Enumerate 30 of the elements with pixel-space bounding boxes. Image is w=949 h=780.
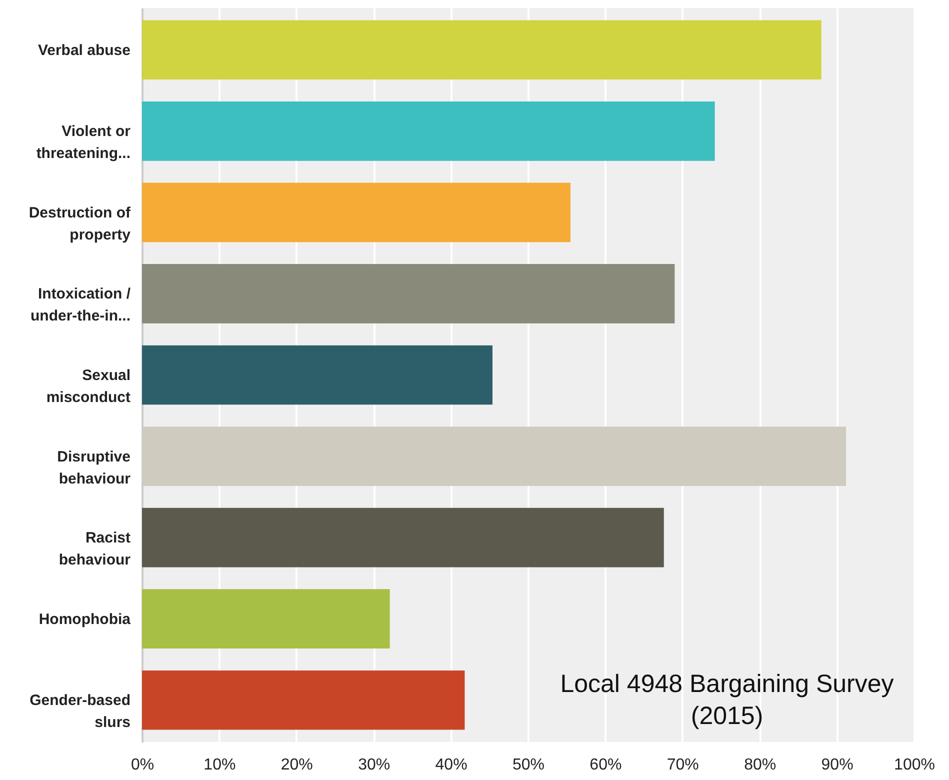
y-tick-label: Destruction of property: [28, 204, 132, 244]
x-tick-label: 70%: [666, 756, 699, 774]
x-tick-label: 20%: [280, 756, 313, 774]
bar: [142, 589, 390, 649]
x-tick-label: 30%: [358, 756, 390, 774]
x-tick-label: 100%: [894, 756, 935, 774]
y-tick-label: Racist behaviour: [58, 530, 131, 569]
y-tick-label: Intoxication / under-the-in...: [30, 286, 132, 325]
x-tick-label: 90%: [821, 756, 854, 774]
bar: [142, 182, 570, 242]
bar: [142, 101, 715, 161]
bar: [142, 508, 664, 568]
y-tick-label: Homophobia: [38, 610, 132, 628]
x-tick-label: 50%: [512, 756, 545, 774]
y-tick-label: Gender-based slurs: [30, 692, 130, 732]
y-tick-label: Disruptive behaviour: [57, 448, 131, 488]
x-tick-label: 0%: [130, 756, 154, 774]
x-tick-label: 80%: [744, 756, 776, 774]
bar: [142, 670, 465, 730]
x-tick-label: 40%: [435, 756, 468, 774]
annotation: Local 4948 Bargaining Survey (2015): [560, 670, 894, 730]
bar: [142, 345, 492, 405]
x-tick-label: 60%: [590, 756, 622, 774]
bar: [142, 20, 822, 80]
y-tick-label: Violent or threatening...: [36, 123, 131, 162]
bar: [142, 426, 846, 486]
y-tick-label: Sexual misconduct: [46, 367, 130, 406]
y-tick-label: Verbal abuse: [38, 42, 130, 59]
bar: [142, 264, 675, 324]
x-tick-label: 10%: [204, 756, 236, 774]
